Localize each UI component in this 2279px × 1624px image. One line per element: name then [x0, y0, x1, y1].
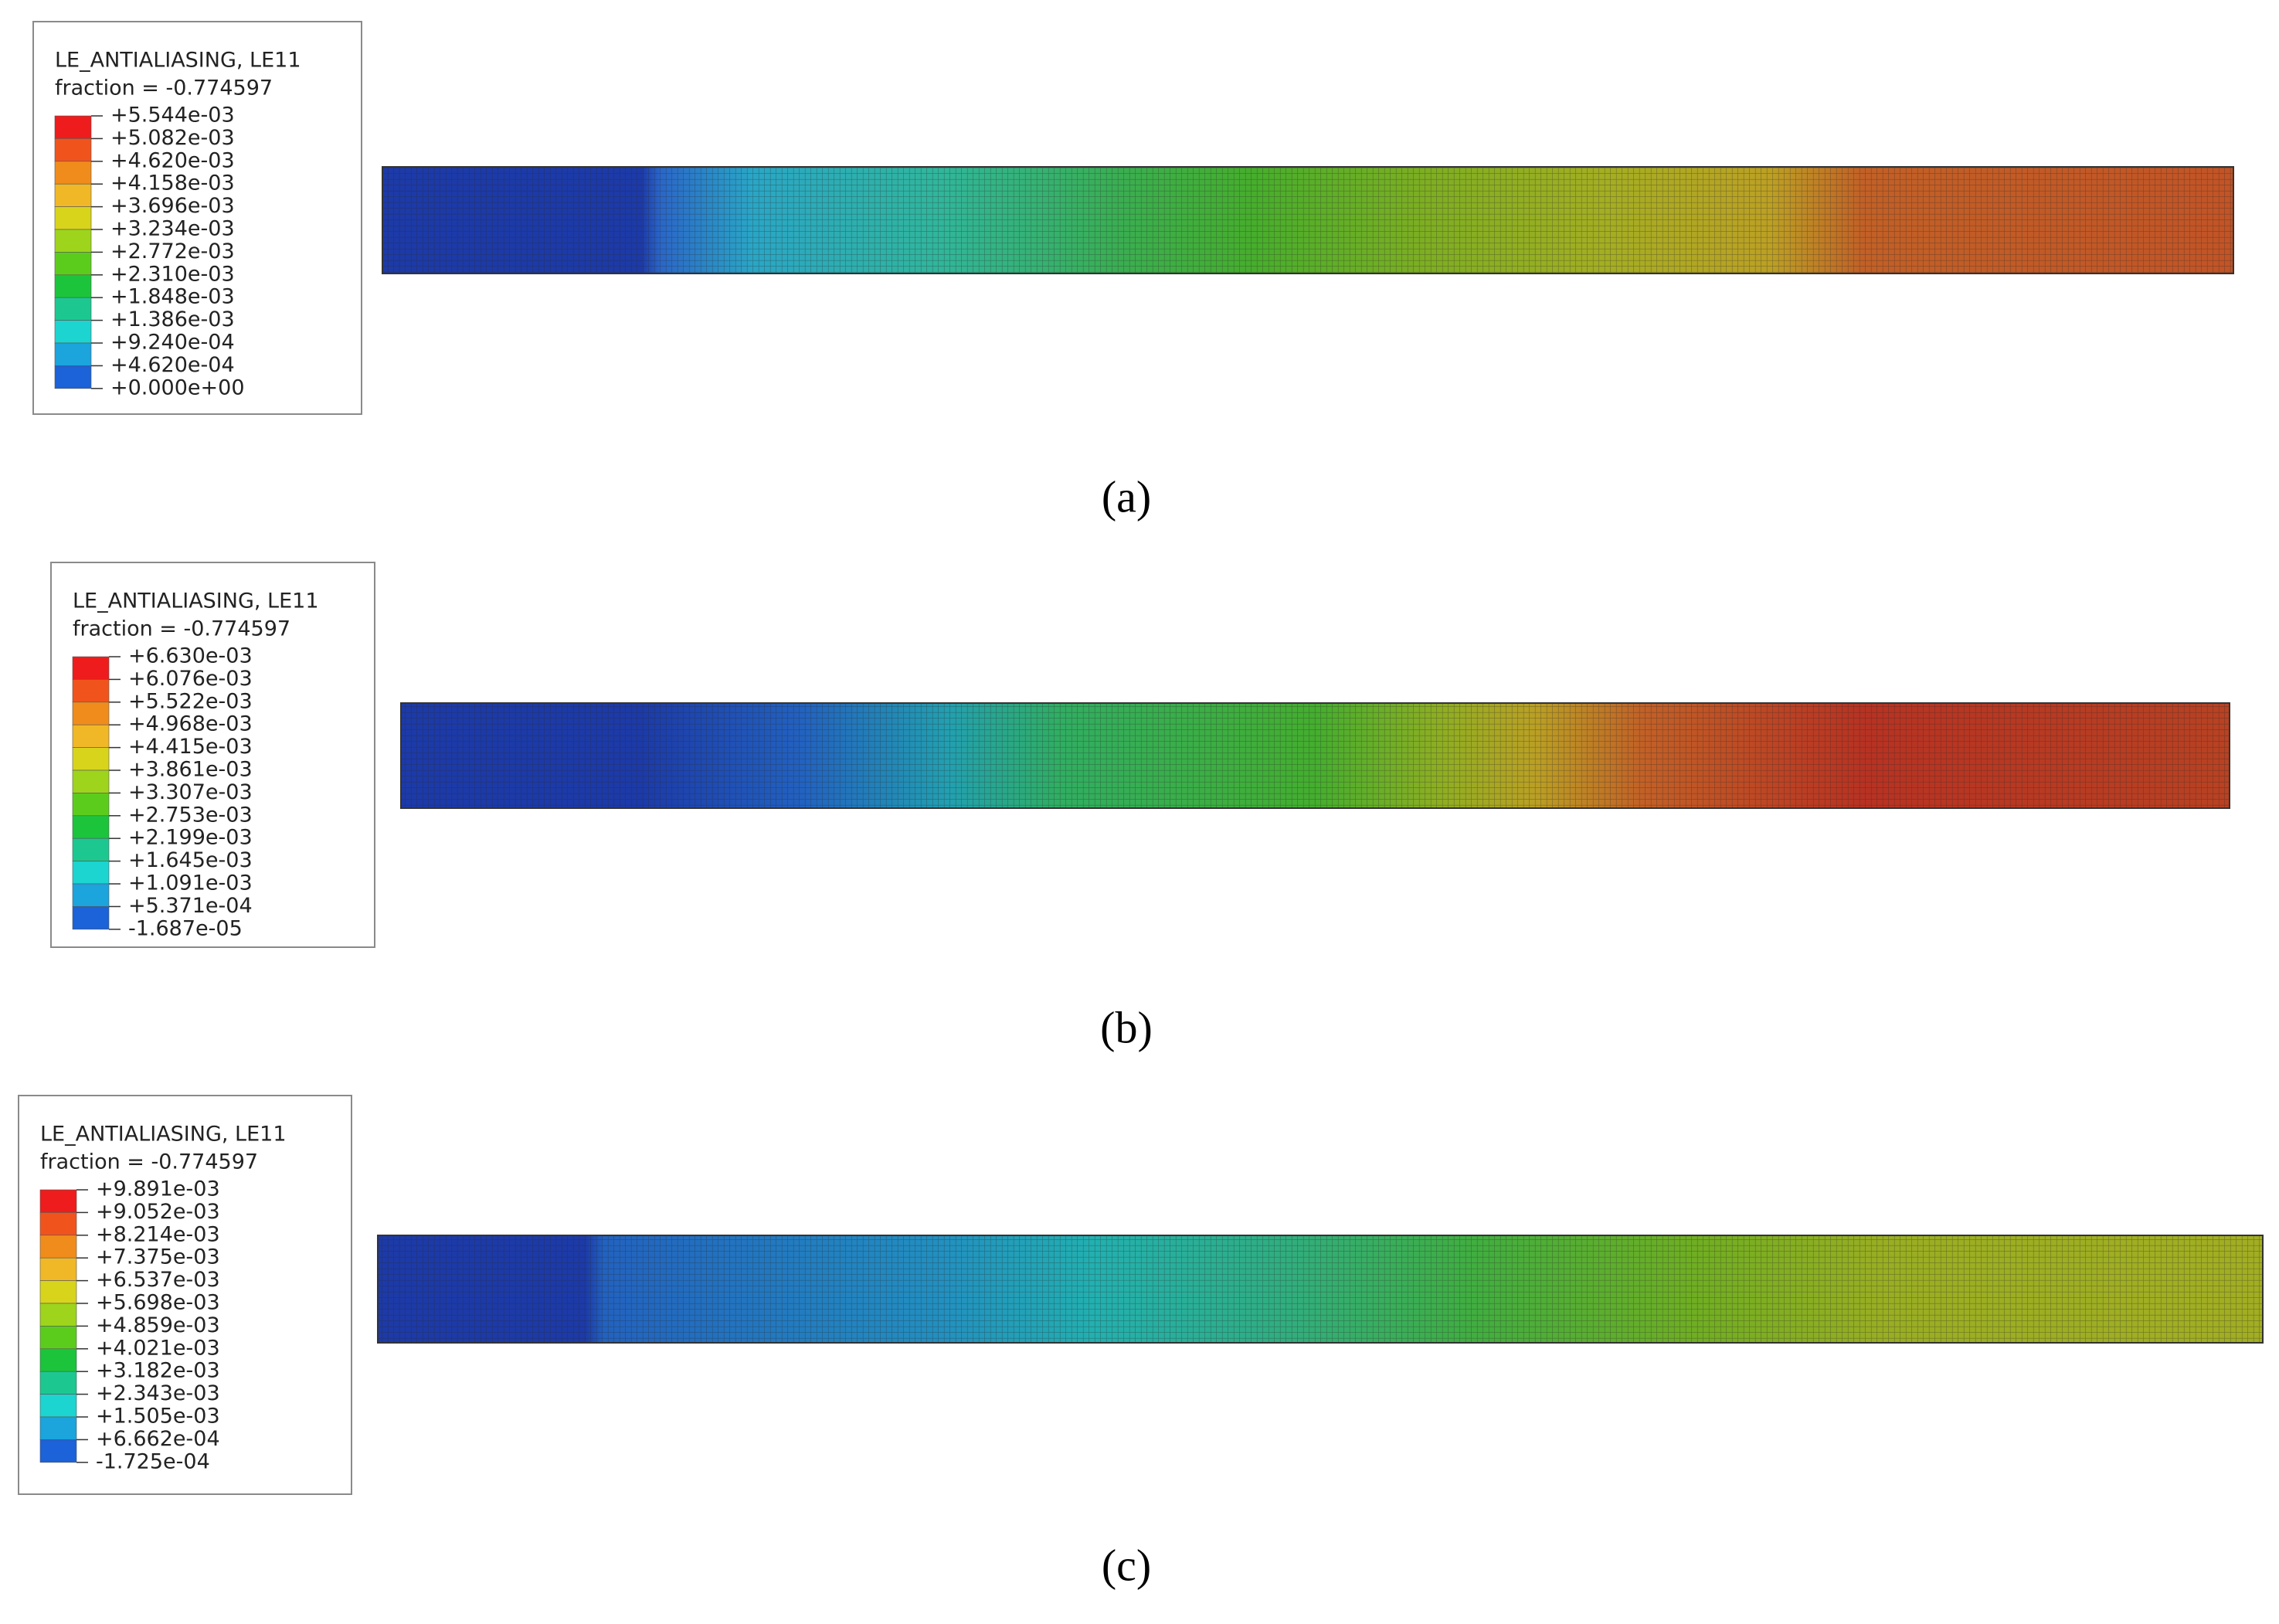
legend-label: +1.645e-03 — [128, 848, 253, 872]
legend-swatch — [39, 1257, 77, 1281]
legend-swatch — [39, 1416, 77, 1440]
legend-title: LE_ANTIALIASING, LE11 — [73, 589, 319, 613]
mesh-overlay — [377, 1235, 2264, 1344]
legend-swatch — [72, 747, 110, 771]
legend-label: +2.199e-03 — [128, 826, 253, 850]
legend-swatch — [54, 365, 92, 389]
legend-label: +3.307e-03 — [128, 780, 253, 804]
mesh-overlay — [382, 166, 2234, 274]
caption: (a) — [1102, 471, 1151, 522]
legend-label: +9.891e-03 — [96, 1177, 220, 1201]
legend-swatch — [72, 815, 110, 839]
legend-swatch — [39, 1280, 77, 1304]
legend-label: +8.214e-03 — [96, 1222, 220, 1246]
legend-label: +3.696e-03 — [110, 194, 235, 218]
legend-label: +6.076e-03 — [128, 667, 253, 691]
legend-label: +6.630e-03 — [128, 644, 253, 668]
legend-label: +3.234e-03 — [110, 217, 235, 241]
legend-label: +1.091e-03 — [128, 871, 253, 895]
legend-swatch — [39, 1326, 77, 1350]
legend-fraction: fraction = -0.774597 — [73, 617, 290, 641]
legend-swatch — [72, 724, 110, 748]
legend-label: +2.772e-03 — [110, 240, 235, 263]
legend-label: +4.415e-03 — [128, 735, 253, 759]
legend-label: +2.753e-03 — [128, 803, 253, 827]
legend-label: +9.052e-03 — [96, 1200, 220, 1224]
legend-swatch — [72, 883, 110, 907]
legend-label: +1.848e-03 — [110, 285, 235, 309]
legend-title: LE_ANTIALIASING, LE11 — [55, 49, 301, 73]
legend-swatch — [39, 1212, 77, 1236]
legend-fraction: fraction = -0.774597 — [55, 76, 273, 100]
legend-label: -1.725e-04 — [96, 1449, 210, 1473]
legend-label: +5.698e-03 — [96, 1291, 220, 1315]
legend-label: +3.182e-03 — [96, 1359, 220, 1383]
legend-swatch — [39, 1189, 77, 1213]
legend-swatch — [54, 229, 92, 253]
legend-swatch — [72, 837, 110, 861]
legend-swatch — [54, 183, 92, 207]
legend-label: +6.662e-04 — [96, 1427, 220, 1451]
legend-swatch — [54, 161, 92, 185]
legend-swatch — [72, 793, 110, 817]
legend-label: -1.687e-05 — [128, 916, 243, 940]
mesh-overlay — [400, 702, 2230, 809]
legend-swatch — [72, 906, 110, 930]
legend-label: +5.082e-03 — [110, 126, 235, 150]
legend-label: +4.158e-03 — [110, 172, 235, 195]
legend-swatch — [39, 1439, 77, 1463]
legend-label: +5.371e-04 — [128, 894, 253, 918]
legend-label: +9.240e-04 — [110, 331, 235, 355]
legend-swatch — [72, 679, 110, 703]
legend-swatch — [39, 1303, 77, 1327]
legend-swatch — [72, 656, 110, 680]
legend-swatch — [54, 297, 92, 321]
legend-swatch — [54, 206, 92, 230]
legend-label: +4.620e-04 — [110, 353, 235, 377]
legend-swatch — [54, 252, 92, 276]
legend-swatch — [72, 702, 110, 725]
legend-swatch — [54, 115, 92, 139]
legend-label: +4.968e-03 — [128, 712, 253, 736]
legend-swatch — [39, 1348, 77, 1372]
legend-swatch — [39, 1371, 77, 1395]
legend-swatch — [72, 770, 110, 793]
legend-swatch — [39, 1394, 77, 1418]
legend-swatch — [54, 274, 92, 298]
legend-swatch — [54, 342, 92, 366]
caption: (c) — [1102, 1540, 1151, 1590]
legend-label: +5.522e-03 — [128, 689, 253, 713]
legend-label: +6.537e-03 — [96, 1268, 220, 1292]
caption: (b) — [1100, 1002, 1153, 1052]
legend-title: LE_ANTIALIASING, LE11 — [40, 1123, 287, 1147]
legend-label: +2.310e-03 — [110, 262, 235, 286]
legend-label: +1.505e-03 — [96, 1405, 220, 1429]
legend-label: +4.620e-03 — [110, 148, 235, 172]
legend-swatch — [54, 320, 92, 344]
legend-label: +3.861e-03 — [128, 758, 253, 782]
legend-label: +0.000e+00 — [110, 375, 245, 399]
legend-label: +7.375e-03 — [96, 1245, 220, 1269]
legend-fraction: fraction = -0.774597 — [40, 1150, 258, 1174]
legend-swatch — [72, 861, 110, 885]
legend-label: +2.343e-03 — [96, 1381, 220, 1405]
legend-label: +4.021e-03 — [96, 1336, 220, 1360]
legend-label: +4.859e-03 — [96, 1313, 220, 1337]
legend-swatch — [54, 138, 92, 162]
legend-swatch — [39, 1235, 77, 1259]
legend-label: +1.386e-03 — [110, 307, 235, 331]
legend-label: +5.544e-03 — [110, 104, 235, 127]
